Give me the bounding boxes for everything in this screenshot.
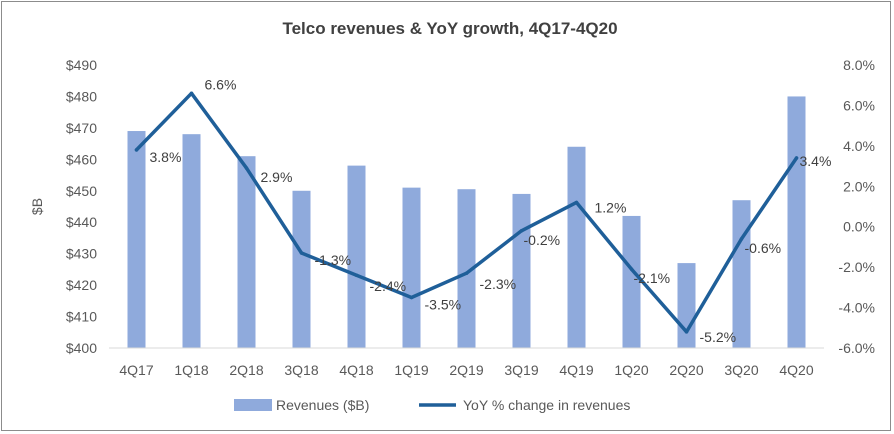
yoy-point-4Q19: [574, 200, 579, 205]
yoy-point-2Q19: [464, 271, 469, 275]
yoy-point-2Q20: [684, 330, 689, 334]
legend-bar-swatch: [234, 399, 272, 411]
data-label-2Q20: -5.2%: [700, 329, 737, 345]
bar-4Q19: [567, 146, 586, 348]
x-tick-1Q19: 1Q19: [394, 362, 428, 378]
bar-1Q20: [622, 215, 641, 348]
y-axis-right: 8.0% 6.0% 4.0% 2.0% 0.0% -2.0% -4.0% -6.0%: [838, 57, 875, 356]
data-label-4Q17: 3.8%: [150, 149, 182, 165]
bar-1Q18: [182, 134, 201, 348]
y-tick-left: $410: [66, 309, 97, 325]
y-tick-right: 6.0%: [843, 97, 875, 113]
data-label-3Q18: -1.3%: [315, 252, 352, 268]
x-axis: 4Q17 1Q18 2Q18 3Q18 4Q18 1Q19 2Q19 3Q19 4Q19 1Q20…: [109, 347, 824, 378]
yoy-point-4Q20: [794, 156, 799, 160]
y-tick-left: $430: [66, 246, 97, 262]
y-tick-right: 0.0%: [843, 219, 875, 235]
x-tick-2Q18: 2Q18: [229, 362, 263, 378]
yoy-point-4Q17: [134, 148, 139, 152]
y-tick-right: 4.0%: [843, 138, 875, 154]
data-label-4Q19: 1.2%: [595, 199, 627, 215]
bars-layer: [127, 96, 806, 348]
bar-4Q17: [127, 131, 146, 348]
data-label-3Q20: -0.6%: [745, 240, 782, 256]
x-tick-4Q17: 4Q17: [119, 362, 153, 378]
x-tick-1Q20: 1Q20: [614, 362, 648, 378]
y-tick-right: -2.0%: [838, 259, 875, 275]
legend-bar-label: Revenues ($B): [276, 397, 369, 413]
yoy-point-1Q19: [409, 295, 414, 300]
y-tick-right: -4.0%: [838, 300, 875, 316]
y-tick-left: $490: [66, 57, 97, 73]
y-axis-left: $490 $480 $470 $460 $450 $440 $430 $420 $410 $400: [66, 57, 97, 356]
data-label-2Q18: 2.9%: [261, 169, 293, 185]
data-label-4Q20: 3.4%: [800, 153, 832, 169]
x-tick-4Q19: 4Q19: [559, 362, 593, 378]
data-label-1Q19: -3.5%: [425, 296, 462, 312]
bar-2Q19: [457, 189, 476, 348]
y-tick-left: $440: [66, 214, 97, 230]
bar-1Q19: [402, 187, 421, 348]
data-label-2Q19: -2.3%: [480, 276, 517, 292]
legend: Revenues ($B) YoY % change in revenues: [234, 397, 630, 413]
y-tick-right: -6.0%: [838, 340, 875, 356]
line-layer: [134, 91, 799, 334]
x-tick-4Q18: 4Q18: [339, 362, 373, 378]
x-tick-3Q19: 3Q19: [504, 362, 538, 378]
data-labels-layer: 3.8% 6.6% 2.9% -1.3% -2.4% -3.5% -2.3% -0.2% 1.2…: [150, 76, 832, 345]
yoy-point-3Q20: [739, 237, 744, 241]
bar-3Q18: [292, 190, 311, 348]
data-label-4Q18: -2.4%: [370, 278, 407, 294]
bar-4Q18: [347, 165, 366, 348]
chart-title: Telco revenues & YoY growth, 4Q17-4Q20: [282, 19, 617, 38]
x-tick-3Q20: 3Q20: [724, 362, 758, 378]
x-tick-2Q19: 2Q19: [449, 362, 483, 378]
data-label-3Q19: -0.2%: [524, 232, 561, 248]
y-tick-left: $470: [66, 120, 97, 136]
bar-3Q19: [512, 193, 531, 348]
yoy-point-3Q19: [519, 229, 524, 233]
yoy-point-2Q18: [244, 166, 249, 170]
y-axis-title: $B: [29, 198, 45, 215]
y-tick-left: $400: [66, 340, 97, 356]
y-tick-left: $460: [66, 151, 97, 167]
bar-4Q20: [787, 96, 806, 348]
y-tick-left: $480: [66, 88, 97, 104]
bar-2Q18: [237, 156, 256, 348]
data-label-1Q20: -2.1%: [634, 270, 671, 286]
y-tick-right: 2.0%: [843, 178, 875, 194]
y-tick-right: 8.0%: [843, 57, 875, 73]
yoy-point-1Q20: [629, 267, 634, 271]
x-tick-3Q18: 3Q18: [284, 362, 318, 378]
yoy-point-3Q18: [299, 251, 304, 255]
bar-3Q20: [732, 200, 751, 348]
legend-line-label: YoY % change in revenues: [463, 397, 630, 413]
yoy-point-1Q18: [189, 91, 194, 96]
y-tick-left: $420: [66, 277, 97, 293]
yoy-point-4Q18: [354, 273, 359, 277]
y-tick-left: $450: [66, 183, 97, 199]
data-label-1Q18: 6.6%: [205, 76, 237, 92]
x-tick-2Q20: 2Q20: [669, 362, 703, 378]
x-tick-1Q18: 1Q18: [174, 362, 208, 378]
bar-2Q20: [677, 263, 696, 348]
x-tick-4Q20: 4Q20: [779, 362, 813, 378]
